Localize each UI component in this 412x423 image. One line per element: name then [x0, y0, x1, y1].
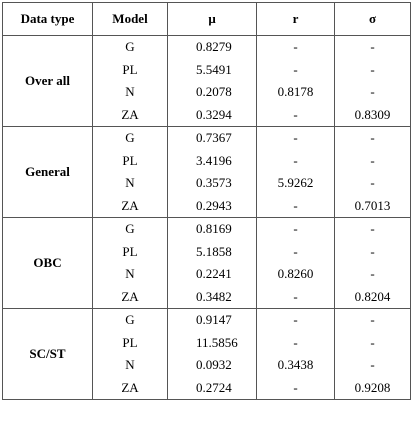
r-cell: - — [256, 331, 335, 354]
table-row: ZA 0.3482-0.8204 — [3, 285, 411, 309]
model-cell: N — [92, 172, 168, 195]
r-cell: - — [256, 285, 335, 309]
r-cell: - — [256, 103, 335, 127]
r-cell: - — [256, 58, 335, 81]
table-row: N 0.3573 5.9262- — [3, 172, 411, 195]
model-cell: PL — [92, 240, 168, 263]
table-row: OBC G 0.8169- - — [2, 217, 411, 309]
table-row: SC/ST G 0.9147- - — [2, 308, 411, 400]
sigma-cell: - — [334, 240, 411, 263]
model-cell: N — [92, 81, 168, 104]
sigma-cell: - — [334, 149, 411, 172]
header-mu: μ — [167, 2, 257, 36]
mu-cell: 11.5856 — [167, 331, 257, 354]
sigma-cell: - — [334, 172, 411, 195]
data-type-cell: SC/ST — [2, 308, 93, 400]
table-row: General G 0.7367- - — [2, 126, 411, 218]
header-r: r — [256, 2, 335, 36]
sigma-cell: - — [334, 58, 411, 81]
mu-cell: 0.2943 — [167, 194, 257, 218]
model-cell: G — [92, 35, 168, 59]
sigma-cell: - — [334, 217, 411, 241]
mu-cell: 3.4196 — [167, 149, 257, 172]
r-cell: - — [256, 217, 335, 241]
table-header: Data type Model μ r σ — [2, 2, 411, 36]
mu-cell: 5.1858 — [167, 240, 257, 263]
r-cell: - — [256, 126, 335, 150]
model-cell: N — [92, 263, 168, 286]
table-row: N 0.2078 0.8178- — [3, 81, 411, 104]
table-row: PL 5.1858- - — [3, 240, 411, 263]
header-data-type: Data type — [2, 2, 93, 36]
table-row: PL 3.4196- - — [3, 149, 411, 172]
sigma-cell: - — [334, 354, 411, 377]
model-cell: ZA — [92, 103, 168, 127]
r-cell: - — [256, 308, 335, 332]
model-cell: N — [92, 354, 168, 377]
sigma-cell: - — [334, 263, 411, 286]
model-cell: G — [92, 308, 168, 332]
table-body: Over all G 0.8279- - PL 5.5491- - N 0.2078 0.8178… — [2, 35, 411, 400]
mu-cell: 0.2241 — [167, 263, 257, 286]
model-cell: G — [92, 217, 168, 241]
table-row: ZA 0.2943-0.7013 — [3, 194, 411, 218]
r-cell: - — [256, 376, 335, 400]
sigma-cell: 0.8309 — [334, 103, 411, 127]
r-cell: - — [256, 194, 335, 218]
model-cell: PL — [92, 331, 168, 354]
model-cell: ZA — [92, 376, 168, 400]
model-cell: PL — [92, 58, 168, 81]
sigma-cell: - — [334, 81, 411, 104]
r-cell: - — [256, 240, 335, 263]
table-row: Over all G 0.8279- - — [2, 35, 411, 127]
mu-cell: 0.3482 — [167, 285, 257, 309]
header-sigma: σ — [334, 2, 411, 36]
table-row: PL 11.5856- - — [3, 331, 411, 354]
mu-cell: 0.0932 — [167, 354, 257, 377]
model-cell: G — [92, 126, 168, 150]
mu-cell: 0.7367 — [167, 126, 257, 150]
sigma-cell: 0.7013 — [334, 194, 411, 218]
r-cell: 0.3438 — [256, 354, 335, 377]
sigma-cell: 0.8204 — [334, 285, 411, 309]
mu-cell: 5.5491 — [167, 58, 257, 81]
mu-cell: 0.3573 — [167, 172, 257, 195]
mu-cell: 0.9147 — [167, 308, 257, 332]
data-type-cell: OBC — [2, 217, 93, 309]
sigma-cell: - — [334, 35, 411, 59]
sigma-cell: - — [334, 126, 411, 150]
table-row: PL 5.5491- - — [3, 58, 411, 81]
mu-cell: 0.2724 — [167, 376, 257, 400]
mu-cell: 0.8169 — [167, 217, 257, 241]
table-row: ZA 0.2724-0.9208 — [3, 376, 411, 400]
r-cell: - — [256, 35, 335, 59]
data-type-cell: General — [2, 126, 93, 218]
table-row: N 0.0932 0.3438- — [3, 354, 411, 377]
results-table: Data type Model μ r σ Over all G 0.8279- - P… — [2, 2, 411, 400]
mu-cell: 0.2078 — [167, 81, 257, 104]
header-row: Data type Model μ r σ — [2, 2, 411, 36]
mu-cell: 0.3294 — [167, 103, 257, 127]
model-cell: PL — [92, 149, 168, 172]
model-cell: ZA — [92, 285, 168, 309]
r-cell: 0.8178 — [256, 81, 335, 104]
model-cell: ZA — [92, 194, 168, 218]
mu-cell: 0.8279 — [167, 35, 257, 59]
sigma-cell: - — [334, 331, 411, 354]
r-cell: 5.9262 — [256, 172, 335, 195]
r-cell: - — [256, 149, 335, 172]
sigma-cell: 0.9208 — [334, 376, 411, 400]
data-type-cell: Over all — [2, 35, 93, 127]
r-cell: 0.8260 — [256, 263, 335, 286]
header-model: Model — [92, 2, 168, 36]
sigma-cell: - — [334, 308, 411, 332]
table-row: N 0.2241 0.8260- — [3, 263, 411, 286]
